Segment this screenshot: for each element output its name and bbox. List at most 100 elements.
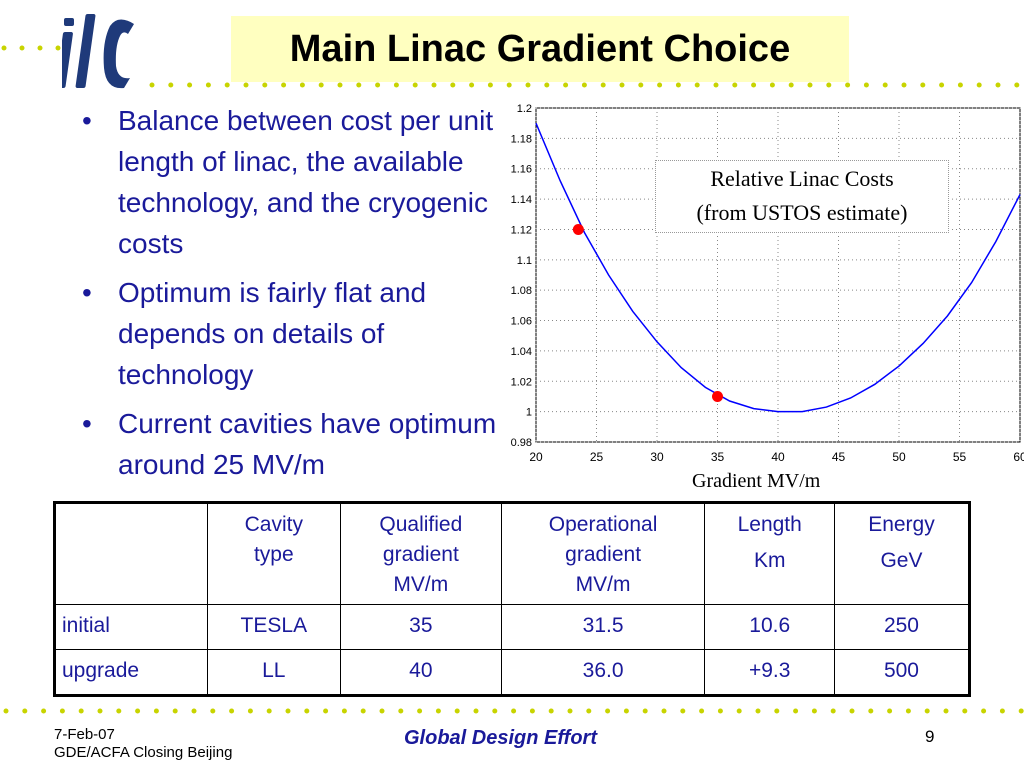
table-header-cell: Energy GeV xyxy=(833,502,971,605)
decorative-dot xyxy=(285,708,291,714)
table-cell: 250 xyxy=(833,604,971,650)
x-tick-label: 40 xyxy=(771,450,785,464)
decorative-dot xyxy=(544,82,550,88)
decorative-dot xyxy=(675,82,681,88)
decorative-dot xyxy=(581,82,587,88)
decorative-dot xyxy=(1014,82,1020,88)
decorative-dot xyxy=(492,708,498,714)
decorative-dot xyxy=(375,82,381,88)
y-tick-label: 1.04 xyxy=(511,346,532,358)
decorative-dot xyxy=(863,82,869,88)
table-header-cell: Cavity type xyxy=(206,502,341,605)
highlight-point xyxy=(572,223,584,235)
decorative-dot xyxy=(605,708,611,714)
footer-event: GDE/ACFA Closing Beijing xyxy=(54,744,233,761)
decorative-dot xyxy=(905,708,911,714)
decorative-dot xyxy=(487,82,493,88)
decorative-dot xyxy=(299,82,305,88)
decorative-dot xyxy=(736,708,742,714)
decorative-dot xyxy=(454,708,460,714)
y-tick-label: 1.12 xyxy=(511,224,532,236)
decorative-dot xyxy=(694,82,700,88)
table-cell: 31.5 xyxy=(500,604,706,650)
decorative-dot xyxy=(431,82,437,88)
decorative-dot xyxy=(41,708,47,714)
y-tick-label: 1.06 xyxy=(511,316,532,328)
decorative-dot xyxy=(811,708,817,714)
bullet-text: Balance between cost per unit length of … xyxy=(118,105,494,259)
decorative-dot xyxy=(586,708,592,714)
y-tick-label: 1.08 xyxy=(511,285,532,297)
decorative-dot xyxy=(318,82,324,88)
decorative-dot xyxy=(187,82,193,88)
decorative-dot xyxy=(769,82,775,88)
decorative-dot xyxy=(845,82,851,88)
bullet-item: • Optimum is fairly flat and depends on d… xyxy=(82,277,427,390)
x-tick-label: 60 xyxy=(1013,450,1024,464)
decorative-dot xyxy=(995,82,1001,88)
chart-legend-box: Relative Linac Costs (from USTOS estimat… xyxy=(655,160,949,233)
decorative-dot xyxy=(205,82,211,88)
decorative-dot xyxy=(393,82,399,88)
table-cell: 35 xyxy=(339,604,502,650)
decorative-dot xyxy=(882,82,888,88)
decorative-dot xyxy=(887,708,893,714)
highlight-point xyxy=(712,390,723,402)
decorative-dot xyxy=(379,708,385,714)
table-row: upgrade LL 40 36.0 +9.3 500 xyxy=(54,649,971,696)
decorative-dot xyxy=(642,708,648,714)
decorative-dot xyxy=(417,708,423,714)
y-tick-label: 0.98 xyxy=(511,437,532,449)
title-box: Main Linac Gradient Choice xyxy=(231,16,849,82)
chart-x-axis-label: Gradient MV/m xyxy=(692,470,821,492)
decorative-dot xyxy=(868,708,874,714)
table-header-cell: Operational gradient MV/m xyxy=(500,502,706,605)
decorative-dot xyxy=(957,82,963,88)
decorative-dot xyxy=(511,708,517,714)
decorative-dot xyxy=(774,708,780,714)
bullet-text: Optimum is fairly flat and depends on de… xyxy=(118,277,427,390)
gradient-parameters-table: Cavity type Qualified gradient MV/m Operati… xyxy=(53,501,971,697)
decorative-dot xyxy=(529,708,535,714)
y-tick-label: 1 xyxy=(526,407,532,419)
decorative-dot xyxy=(341,708,347,714)
x-tick-label: 55 xyxy=(953,450,967,464)
decorative-dot xyxy=(323,708,329,714)
decorative-dot xyxy=(788,82,794,88)
table-cell: LL xyxy=(206,649,341,696)
decorative-dot xyxy=(153,708,159,714)
y-tick-label: 1.18 xyxy=(511,133,532,145)
table-cell: TESLA xyxy=(206,604,341,650)
decorative-dot xyxy=(412,82,418,88)
chart-legend-line-1: Relative Linac Costs xyxy=(710,166,894,191)
x-tick-label: 35 xyxy=(711,450,725,464)
decorative-dot xyxy=(901,82,907,88)
table-row: initial TESLA 35 31.5 10.6 250 xyxy=(54,604,971,650)
decorative-dot xyxy=(830,708,836,714)
table-cell: 10.6 xyxy=(704,604,835,650)
x-tick-label: 30 xyxy=(650,450,664,464)
footer-date: 7-Feb-07 xyxy=(54,726,115,743)
decorative-dot xyxy=(337,82,343,88)
cost-curve-line xyxy=(535,122,1021,413)
decorative-dot xyxy=(304,708,310,714)
decorative-dot xyxy=(600,82,606,88)
decorative-dot xyxy=(713,82,719,88)
decorative-dot xyxy=(920,82,926,88)
decorative-dot xyxy=(3,708,9,714)
ilc-logo xyxy=(62,14,134,89)
decorative-dot xyxy=(661,708,667,714)
decorative-dot xyxy=(116,708,122,714)
decorative-dot xyxy=(22,708,28,714)
x-tick-label: 45 xyxy=(832,450,846,464)
decorative-dot xyxy=(247,708,253,714)
decorative-dot xyxy=(506,82,512,88)
decorative-dot xyxy=(356,82,362,88)
decorative-dot xyxy=(149,82,155,88)
decorative-dot xyxy=(469,82,475,88)
decorative-dot xyxy=(619,82,625,88)
decorative-dot xyxy=(1018,708,1024,714)
page-title: Main Linac Gradient Choice xyxy=(289,27,791,70)
decorative-dot xyxy=(243,82,249,88)
decorative-dot xyxy=(435,708,441,714)
